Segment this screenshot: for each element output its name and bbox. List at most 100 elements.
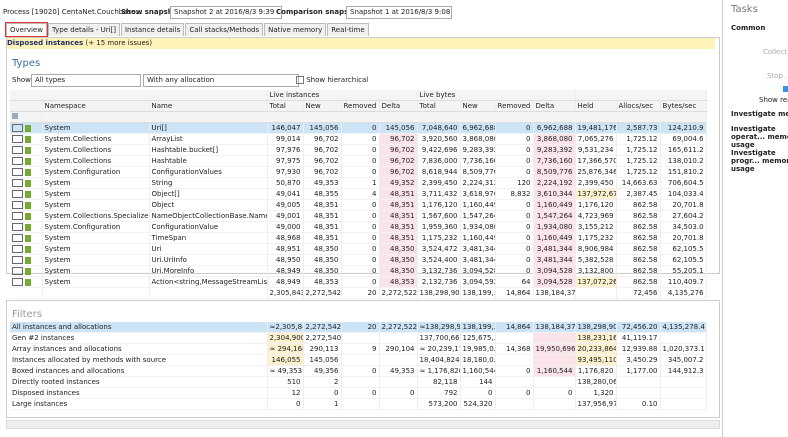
- cell: 50,870: [267, 177, 304, 189]
- cell: ≈ 49,353: [267, 365, 304, 377]
- type-row[interactable]: System.Configuration ConfigurationValue 49…: [10, 221, 707, 233]
- type-row[interactable]: System.Collections Hashtable 97,975 96,702 0…: [10, 155, 707, 167]
- cell: 145,056: [303, 354, 342, 366]
- cell: 0: [341, 122, 380, 134]
- type-row[interactable]: System Object 49,005 48,351 0 48,351 1,176,120…: [10, 199, 707, 211]
- class-icon: [25, 168, 32, 176]
- cell: ArrayList: [149, 133, 268, 145]
- allocation-filter[interactable]: With any allocation: [143, 74, 299, 87]
- task-link[interactable]: Investigate operat... memory usage: [731, 125, 788, 149]
- row-icon: [10, 155, 43, 167]
- tasks-common: Common: [731, 24, 766, 32]
- filters-heading: Filters: [12, 309, 42, 320]
- column-header: Delta: [379, 100, 418, 112]
- cell: 49,353: [303, 177, 342, 189]
- ref-icon: [12, 223, 23, 231]
- filters-table: All instances and allocations≈2,305,8432…: [10, 322, 707, 410]
- cell: 0: [495, 265, 534, 277]
- tab[interactable]: Instance details: [120, 23, 185, 36]
- cell: [660, 376, 707, 388]
- filter-row[interactable]: Directly rooted instances 510 2 82,118 144 13…: [10, 376, 707, 388]
- cell: 2,272,522: [379, 322, 418, 333]
- cell: 792: [417, 387, 461, 399]
- type-row[interactable]: System.Configuration ConfigurationValues 9…: [10, 166, 707, 178]
- class-icon: [25, 146, 32, 154]
- type-row[interactable]: System TimeSpan 48,968 48,351 0 48,351 1,175,2…: [10, 232, 707, 244]
- cell: 48,351: [303, 199, 342, 211]
- filter-row[interactable]: Gen #2 instances 2,304,900 2,272,540 137,70…: [10, 332, 707, 344]
- filter-row[interactable]: Array instances and allocations ≈ 294,168…: [10, 343, 707, 355]
- cell: 48,351: [379, 210, 418, 222]
- cell: 4,723,969: [575, 210, 617, 222]
- type-row[interactable]: System.Collections ArrayList 99,014 96,702 0…: [10, 133, 707, 145]
- task[interactable]: Collect...: [763, 48, 788, 56]
- cell: 3,094,528: [533, 276, 576, 288]
- cell: 290,104: [379, 343, 418, 355]
- filter-row[interactable]: All instances and allocations≈2,305,8432…: [10, 322, 707, 333]
- cell: 1,160,449: [460, 232, 496, 244]
- cell: [495, 376, 534, 388]
- task[interactable]: Stop ...: [767, 72, 788, 80]
- cell: 1,725.12: [616, 144, 661, 156]
- type-row[interactable]: SystemAction<string,MessageStreamListene…: [10, 276, 707, 288]
- ref-icon: [12, 278, 23, 286]
- filter-row[interactable]: Disposed instances 12 0 0 0 792 0 0 0 1,320: [10, 387, 707, 399]
- cell: 0: [495, 221, 534, 233]
- filter-row[interactable]: Large instances 0 1 573,200 524,320 137,956,9…: [10, 398, 707, 410]
- type-row[interactable]: System.Collections.Specialized NameObject…: [10, 210, 707, 222]
- row-icon: [10, 232, 43, 244]
- type-row[interactable]: System Uri[] 146,047 145,056 0 145,056 7,048,6…: [10, 122, 707, 134]
- cell: 48,351: [303, 232, 342, 244]
- filter-row[interactable]: Boxed instances and allocations ≈ 49,353 4…: [10, 365, 707, 377]
- cell: ≈ 1,176,820: [417, 365, 461, 377]
- type-row[interactable]: System Uri.MoreInfo 48,949 48,350 0 48,350 3,1…: [10, 265, 707, 277]
- types-heading: Types: [12, 58, 41, 69]
- cell: 3,481,344: [533, 254, 576, 266]
- cell: 0: [341, 199, 380, 211]
- cell: System.Collections.Specialized: [42, 210, 150, 222]
- type-row[interactable]: System.Collections Hashtable.bucket[] 97,9…: [10, 144, 707, 156]
- group-row: Live instances Live bytes: [10, 90, 707, 101]
- hierarchical[interactable]: Show hierarchical: [296, 76, 368, 84]
- cell: 0: [341, 210, 380, 222]
- cell: [495, 354, 534, 366]
- show-snapshot[interactable]: Snapshot 2 at 2016/8/3 9:39: [170, 6, 282, 19]
- cell: 96,702: [303, 155, 342, 167]
- cell: 1,020,373.1: [660, 343, 707, 355]
- task-link[interactable]: Investigate progr... memory usage: [731, 149, 788, 173]
- cell: 49,005: [267, 199, 304, 211]
- cell: 62,105.5: [660, 254, 707, 266]
- ref-icon: [12, 135, 23, 143]
- scrollbar[interactable]: [6, 420, 720, 429]
- type-row[interactable]: System Object[] 49,041 48,355 4 48,351 3,711,4…: [10, 188, 707, 200]
- cell: 145,056: [379, 122, 418, 134]
- types-table: Live instances Live bytes Namespace Name Tot…: [10, 90, 707, 299]
- cell: 48,350: [303, 265, 342, 277]
- cell: 41,119.17: [616, 332, 661, 344]
- type-filter[interactable]: All types: [31, 74, 141, 87]
- task[interactable]: Show real...: [759, 96, 788, 104]
- cell: 49,353: [379, 365, 418, 377]
- banner: Disposed instances (+ 15 more issues): [7, 38, 715, 49]
- tab[interactable]: Real-time: [327, 23, 369, 36]
- tab[interactable]: Native memory: [264, 23, 327, 36]
- cell: 72,456.20: [616, 322, 661, 333]
- tab[interactable]: Overview: [5, 22, 48, 37]
- class-icon: [25, 190, 32, 198]
- tab[interactable]: Type details - Uri[]: [47, 23, 120, 36]
- task-link[interactable]: Investigate memo...: [731, 110, 788, 118]
- cell: 1,177.00: [616, 365, 661, 377]
- cell: 0: [495, 155, 534, 167]
- cell: System: [42, 188, 150, 200]
- cell: 48,351: [303, 221, 342, 233]
- cell: 0: [495, 210, 534, 222]
- tab[interactable]: Call stacks/Methods: [185, 23, 264, 36]
- comparison-snapshot[interactable]: Snapshot 1 at 2016/8/3 9:08: [346, 6, 452, 19]
- ref-icon: [12, 168, 23, 176]
- cell: 138,184,376: [533, 287, 576, 299]
- type-row[interactable]: System String 50,870 49,353 1 49,352 2,399,450…: [10, 177, 707, 189]
- filter-row[interactable]: Instances allocated by methods with sour…: [10, 354, 707, 366]
- type-row[interactable]: System Uri.UriInfo 48,950 48,350 0 48,350 3,52…: [10, 254, 707, 266]
- type-row[interactable]: System Uri 48,951 48,350 0 48,350 3,524,472 3,4…: [10, 243, 707, 255]
- class-icon: [25, 278, 32, 286]
